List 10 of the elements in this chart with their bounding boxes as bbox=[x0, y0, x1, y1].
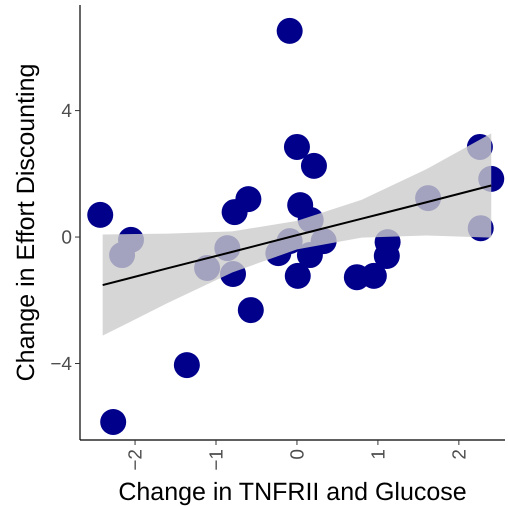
x-tick-label: −2 bbox=[126, 449, 147, 471]
y-tick-label: 4 bbox=[61, 101, 72, 122]
y-axis-title: Change in Effort Discounting bbox=[12, 64, 40, 382]
y-tick-label: −4 bbox=[50, 354, 72, 376]
x-tick-label: 2 bbox=[450, 449, 471, 460]
x-tick-label: 1 bbox=[368, 449, 390, 460]
y-tick-label: 0 bbox=[61, 228, 72, 249]
x-tick-label: −1 bbox=[206, 449, 228, 471]
x-axis-title: Change in TNFRII and Glucose bbox=[118, 478, 467, 506]
x-tick-label: 0 bbox=[288, 449, 309, 460]
